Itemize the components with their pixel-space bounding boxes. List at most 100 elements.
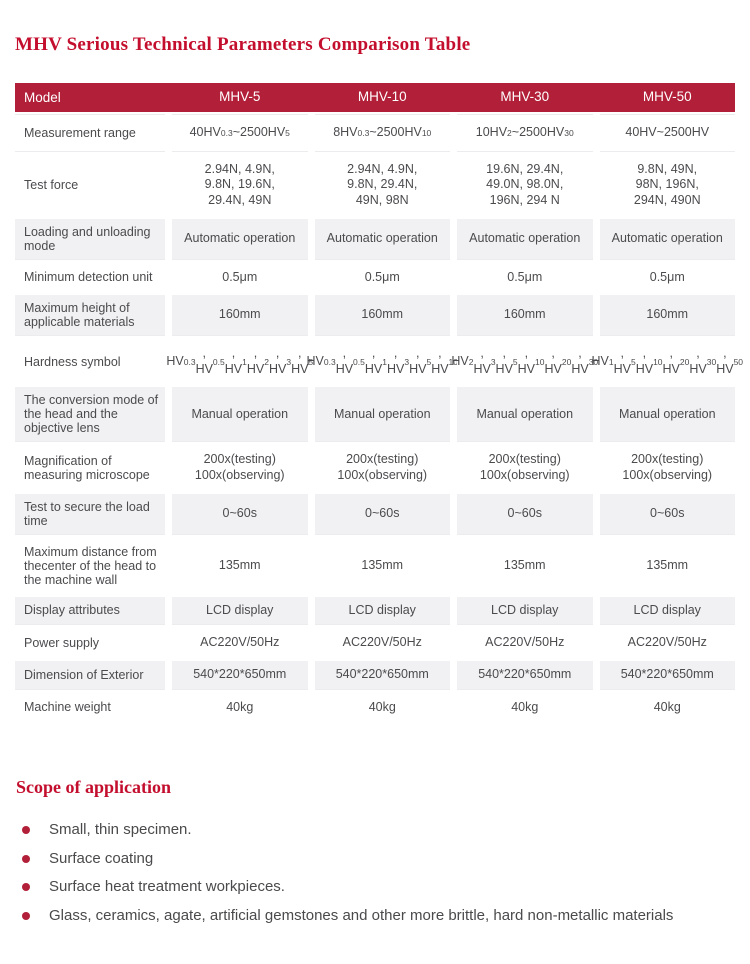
row-value: 200x(testing) 100x(observing) bbox=[599, 441, 735, 494]
table-row: Test to secure the load time 0~60s 0~60s 0~… bbox=[15, 493, 735, 534]
column-header-mhv-30: MHV-30 bbox=[500, 89, 550, 105]
row-value: 135mm bbox=[457, 533, 593, 597]
row-value: Automatic operation bbox=[172, 218, 308, 259]
row-value: 40HV 0.3 ~2500HV 5 bbox=[172, 114, 308, 151]
model-column-header: Model bbox=[24, 89, 61, 105]
row-value: 2.94N, 4.9N, 9.8N, 29.4N, 49N, 98N bbox=[314, 150, 450, 219]
row-value: LCD display bbox=[172, 596, 308, 625]
table-row: Power supply AC220V/50Hz AC220V/50Hz AC220V… bbox=[15, 624, 735, 661]
scope-item: Surface coating bbox=[22, 849, 735, 869]
scope-heading: Scope of application bbox=[16, 777, 172, 798]
row-value: Manual operation bbox=[599, 387, 735, 442]
table-row: Maximum height of applicable materials 16… bbox=[15, 295, 735, 336]
row-value: 40kg bbox=[314, 688, 450, 726]
row-value: 0.5μm bbox=[599, 258, 735, 296]
row-value: Manual operation bbox=[172, 387, 308, 442]
page-title: MHV Serious Technical Parameters Compari… bbox=[15, 34, 471, 55]
row-value: 160mm bbox=[172, 295, 308, 336]
row-label: Measurement range bbox=[15, 114, 165, 151]
column-header-mhv-10: MHV-10 bbox=[357, 89, 407, 105]
row-value: 135mm bbox=[599, 533, 735, 597]
row-value: 10HV 2 ~2500HV 30 bbox=[457, 114, 593, 151]
table-row: Display attributes LCD display LCD display… bbox=[15, 596, 735, 625]
row-value: 200x(testing) 100x(observing) bbox=[314, 441, 450, 494]
row-value: 540*220*650mm bbox=[172, 660, 308, 689]
row-value: LCD display bbox=[599, 596, 735, 625]
row-value: 2.94N, 4.9N, 9.8N, 19.6N, 29.4N, 49N bbox=[172, 150, 308, 219]
table-row: The conversion mode of the head and the … bbox=[15, 387, 735, 442]
table-row: Machine weight 40kg 40kg 40kg 40kg bbox=[15, 688, 735, 726]
row-label: Minimum detection unit bbox=[15, 258, 165, 296]
table-body: Measurement range 40HV 0.3 ~2500HV 5 8HV 0.3 ~2… bbox=[15, 114, 743, 726]
table-row: Magnification of measuring microscope 200… bbox=[15, 441, 735, 494]
row-label: Dimension of Exterior bbox=[15, 660, 165, 689]
row-value: Automatic operation bbox=[314, 218, 450, 259]
row-value: 40kg bbox=[172, 688, 308, 726]
row-value: 19.6N, 29.4N, 49.0N, 98.0N, 196N, 294 N bbox=[457, 150, 593, 219]
row-label: Magnification of measuring microscope bbox=[15, 441, 165, 494]
row-value: 540*220*650mm bbox=[314, 660, 450, 689]
row-label: The conversion mode of the head and the … bbox=[15, 387, 165, 442]
scope-item: Small, thin specimen. bbox=[22, 820, 735, 840]
row-value: AC220V/50Hz bbox=[314, 624, 450, 661]
table-row: Measurement range 40HV 0.3 ~2500HV 5 8HV 0.3 ~2… bbox=[15, 114, 735, 151]
row-value: Manual operation bbox=[457, 387, 593, 442]
row-value: HV 0.3, HV 0.5, HV 1, HV 2, HV 3, HV 5 bbox=[166, 335, 313, 388]
row-value: 40HV~2500HV bbox=[599, 114, 735, 151]
row-value: 0.5μm bbox=[314, 258, 450, 296]
row-value: 160mm bbox=[314, 295, 450, 336]
row-value: 200x(testing) 100x(observing) bbox=[172, 441, 308, 494]
bullet-icon bbox=[22, 883, 30, 892]
row-value: 8HV 0.3 ~2500HV 10 bbox=[314, 114, 450, 151]
row-value: 40kg bbox=[457, 688, 593, 726]
row-value: Automatic operation bbox=[457, 218, 593, 259]
row-value: 160mm bbox=[457, 295, 593, 336]
row-label: Machine weight bbox=[15, 688, 165, 726]
parameters-table: Model MHV-5 MHV-10 MHV-30 MHV-50 Measurement… bbox=[15, 83, 743, 726]
row-value: AC220V/50Hz bbox=[599, 624, 735, 661]
row-value: 540*220*650mm bbox=[599, 660, 735, 689]
scope-item-text: Surface coating bbox=[49, 849, 154, 867]
row-label: Hardness symbol bbox=[15, 335, 165, 388]
row-value: 0.5μm bbox=[457, 258, 593, 296]
table-row: Loading and unloading mode Automatic oper… bbox=[15, 218, 735, 259]
table-header-row: Model MHV-5 MHV-10 MHV-30 MHV-50 bbox=[15, 83, 735, 112]
column-header-mhv-5: MHV-5 bbox=[219, 89, 261, 105]
row-value: 0~60s bbox=[599, 493, 735, 534]
scope-list: Small, thin specimen. Surface coating Surf… bbox=[15, 820, 735, 925]
scope-item: Glass, ceramics, agate, artificial gemst… bbox=[22, 906, 735, 926]
bullet-icon bbox=[22, 826, 30, 835]
row-value: LCD display bbox=[457, 596, 593, 625]
row-value: 540*220*650mm bbox=[457, 660, 593, 689]
row-value: AC220V/50Hz bbox=[172, 624, 308, 661]
row-value: 0~60s bbox=[172, 493, 308, 534]
bullet-icon bbox=[22, 911, 30, 920]
row-value: HV 1, HV 5, HV 10, HV 20, HV 30, HV 50 bbox=[591, 335, 743, 388]
row-value: AC220V/50Hz bbox=[457, 624, 593, 661]
row-value: 200x(testing) 100x(observing) bbox=[457, 441, 593, 494]
row-value: 160mm bbox=[599, 295, 735, 336]
scope-item-text: Surface heat treatment workpieces. bbox=[49, 878, 285, 896]
row-label: Maximum distance from thecenter of the h… bbox=[15, 533, 165, 597]
scope-item: Surface heat treatment workpieces. bbox=[22, 877, 735, 897]
row-value: 9.8N, 49N, 98N, 196N, 294N, 490N bbox=[599, 150, 735, 219]
row-label: Display attributes bbox=[15, 596, 165, 625]
scope-item-text: Glass, ceramics, agate, artificial gemst… bbox=[49, 906, 674, 924]
table-row: Hardness symbol HV 0.3, HV 0.5, HV 1, HV 2, HV 3… bbox=[15, 335, 743, 388]
row-value: Manual operation bbox=[314, 387, 450, 442]
table-row: Test force 2.94N, 4.9N, 9.8N, 19.6N, 29.4N,… bbox=[15, 150, 735, 219]
scope-item-text: Small, thin specimen. bbox=[49, 821, 192, 839]
row-value: 0~60s bbox=[457, 493, 593, 534]
row-value: LCD display bbox=[314, 596, 450, 625]
row-label: Test force bbox=[15, 150, 165, 219]
row-value: 0~60s bbox=[314, 493, 450, 534]
row-value: Automatic operation bbox=[599, 218, 735, 259]
row-label: Loading and unloading mode bbox=[15, 218, 165, 259]
table-row: Minimum detection unit 0.5μm 0.5μm 0.5μm 0.5… bbox=[15, 258, 735, 296]
row-value: 0.5μm bbox=[172, 258, 308, 296]
bullet-icon bbox=[22, 854, 30, 863]
row-value: HV 0.3, HV 0.5, HV 1, HV 3, HV 5, HV 10 bbox=[306, 335, 458, 388]
table-row: Dimension of Exterior 540*220*650mm 540*22… bbox=[15, 660, 735, 689]
row-value: 135mm bbox=[314, 533, 450, 597]
